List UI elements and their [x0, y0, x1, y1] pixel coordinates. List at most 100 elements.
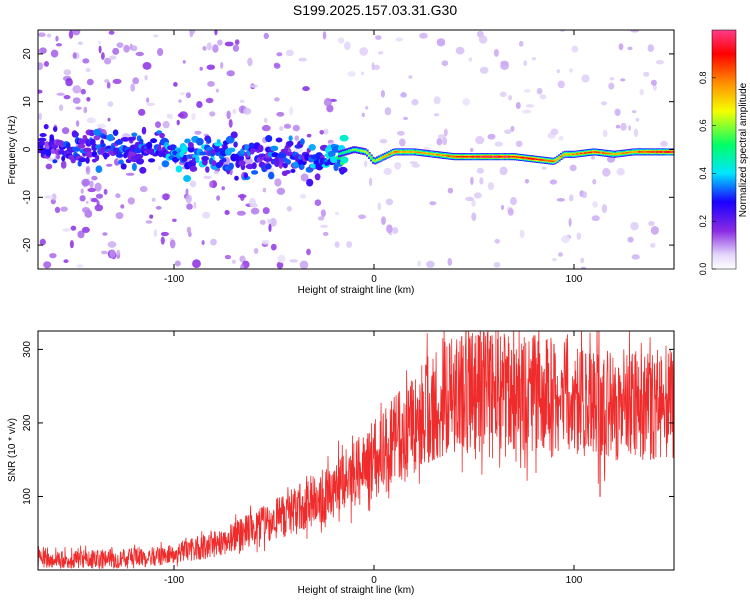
noise-blob [487, 133, 496, 140]
ridge-segment [546, 160, 549, 162]
spectral-blob [187, 142, 194, 148]
noise-blob [145, 220, 153, 224]
spectral-blob [116, 153, 124, 158]
spectral-blob [114, 139, 123, 145]
ridge-segment [578, 153, 581, 155]
spectral-blob [189, 165, 198, 172]
ridge-segment [506, 156, 509, 158]
noise-blob [77, 230, 85, 239]
spectral-blob [257, 144, 264, 153]
noise-blob [433, 113, 440, 117]
spectrogram-y-tick-label: 10 [22, 96, 33, 108]
noise-blob [286, 206, 292, 212]
spectral-blob [77, 143, 86, 149]
noise-blob [106, 163, 113, 167]
noise-blob [65, 78, 73, 87]
noise-blob [436, 38, 446, 47]
spectrogram-y-tick-label: 0 [22, 146, 33, 152]
noise-blob [592, 178, 597, 185]
noise-blob [397, 130, 405, 136]
noise-blob [276, 111, 285, 117]
noise-blob [135, 51, 144, 57]
noise-blob [189, 30, 194, 38]
noise-blob [504, 129, 512, 134]
noise-blob [160, 231, 169, 237]
ridge-segment [420, 152, 423, 154]
ridge-segment [576, 153, 579, 155]
ridge-segment [624, 152, 627, 154]
noise-blob [162, 120, 170, 129]
noise-blob [75, 120, 80, 127]
noise-blob [627, 236, 634, 243]
spectral-blob [206, 137, 212, 144]
noise-blob [631, 254, 640, 260]
noise-blob [210, 238, 217, 246]
noise-blob [212, 44, 219, 53]
spectral-blob [290, 168, 296, 173]
ridge-segment [562, 154, 565, 156]
ridge-segment [586, 152, 589, 154]
noise-blob [378, 51, 384, 55]
noise-blob [524, 179, 530, 184]
noise-blob [244, 157, 253, 165]
noise-blob [639, 88, 644, 96]
spectral-blob [83, 147, 92, 153]
noise-blob [125, 172, 135, 176]
noise-blob [500, 61, 509, 70]
noise-blob [379, 138, 388, 144]
spectral-blob [240, 148, 245, 155]
noise-blob [203, 175, 212, 179]
ridge-segment [436, 154, 439, 156]
spectral-blob [299, 164, 305, 170]
noise-blob [368, 177, 373, 187]
noise-blob [408, 75, 413, 79]
noise-blob [180, 92, 185, 96]
ridge-segment [444, 155, 447, 157]
ridge-segment [428, 153, 431, 155]
spectral-blob [251, 170, 259, 175]
ridge-segment [374, 160, 377, 162]
noise-blob [107, 241, 117, 248]
ridge-segment [554, 160, 557, 162]
snr-series-line [38, 331, 674, 570]
ridge-segment [638, 151, 641, 153]
noise-blob [385, 198, 394, 206]
ridge-segment [582, 152, 585, 154]
spectral-blob [196, 137, 204, 146]
spectral-blob [175, 165, 183, 173]
noise-blob [228, 119, 233, 128]
ridge-segment [468, 156, 471, 158]
noise-blob [253, 248, 259, 254]
noise-blob [158, 166, 162, 171]
noise-blob [518, 40, 524, 47]
snr-y-axis-label: SNR (10 * v/v) [7, 418, 18, 482]
ridge-segment [398, 151, 401, 153]
spectral-blob [146, 141, 153, 150]
noise-blob [172, 218, 177, 222]
noise-blob [556, 69, 560, 74]
noise-blob [44, 195, 54, 199]
spectral-blob [161, 160, 170, 168]
noise-blob [556, 198, 565, 202]
ridge-segment [452, 156, 455, 158]
ridge-segment [540, 159, 543, 161]
ridge-segment [612, 153, 615, 155]
ridge-segment [372, 159, 375, 161]
ridge-segment [560, 155, 563, 157]
noise-blob [320, 224, 329, 228]
noise-blob [243, 107, 252, 115]
noise-blob [337, 37, 345, 44]
noise-blob [59, 104, 64, 111]
noise-blob [209, 111, 216, 117]
noise-blob [549, 179, 558, 185]
snr-x-axis-label: Height of straight line (km) [298, 585, 415, 596]
colorbar-label: Normalized spectral amplitude [738, 82, 749, 217]
ridge-segment [532, 158, 535, 160]
noise-blob [487, 182, 494, 191]
ridge-segment [360, 150, 363, 152]
ridge-segment [542, 159, 545, 161]
noise-blob [216, 195, 221, 201]
ridge-segment [570, 153, 573, 155]
noise-blob [173, 82, 178, 87]
